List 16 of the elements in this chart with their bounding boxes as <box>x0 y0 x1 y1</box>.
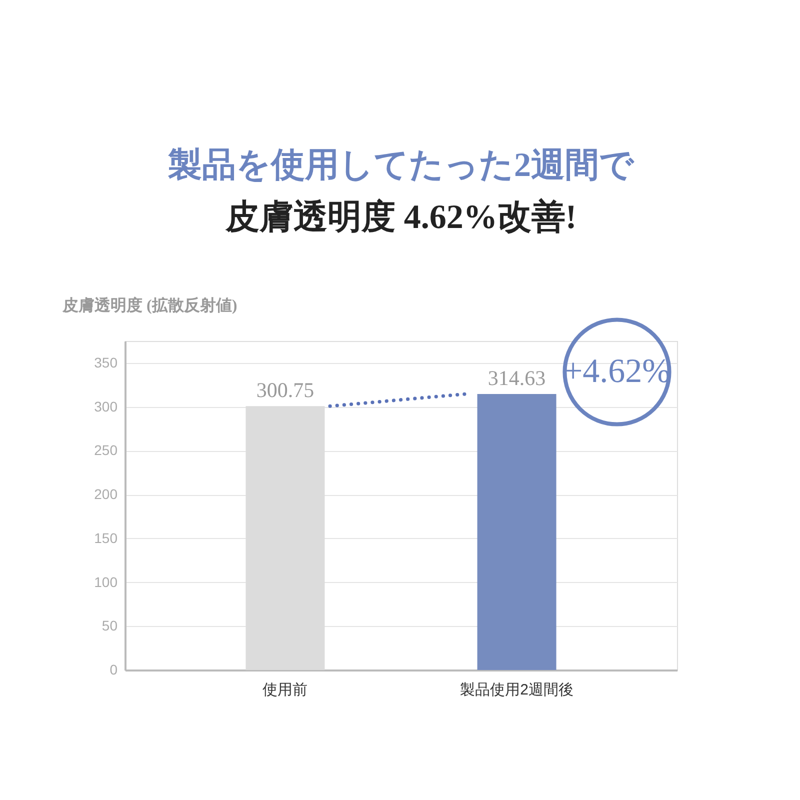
x-tick-label: 使用前 <box>262 682 308 698</box>
x-tick-label: 製品使用2週間後 <box>460 682 574 698</box>
y-tick-label: 50 <box>102 618 118 634</box>
annotation: +4.62% <box>564 353 670 390</box>
y-tick-label: 300 <box>94 398 118 414</box>
y-axis-title: 皮膚透明度 (拡散反射値) <box>62 296 238 314</box>
data-label: 314.63 <box>488 366 546 390</box>
y-tick-label: 250 <box>94 442 118 458</box>
data-label: 300.75 <box>256 378 314 402</box>
y-tick-label: 100 <box>94 574 118 590</box>
y-tick-label: 150 <box>94 530 118 546</box>
y-tick-label: 0 <box>110 662 118 678</box>
chart-subtitle: 皮膚透明度 4.62%改善! <box>224 198 577 236</box>
y-tick-label: 350 <box>94 354 118 370</box>
y-tick-label: 200 <box>94 486 118 502</box>
chart-title: 製品を使用してたった2週間で <box>167 147 635 184</box>
